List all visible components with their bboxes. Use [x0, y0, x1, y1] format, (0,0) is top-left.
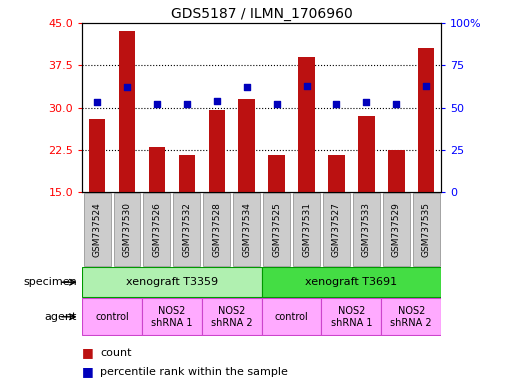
Bar	[262, 298, 322, 335]
Title: GDS5187 / ILMN_1706960: GDS5187 / ILMN_1706960	[171, 7, 352, 21]
Bar	[322, 298, 381, 335]
FancyBboxPatch shape	[383, 193, 410, 266]
Point	[422, 83, 430, 89]
FancyBboxPatch shape	[144, 193, 170, 266]
Text: GSM737529: GSM737529	[392, 202, 401, 257]
Text: NOS2
shRNA 2: NOS2 shRNA 2	[211, 306, 252, 328]
FancyBboxPatch shape	[84, 193, 110, 266]
Bar	[82, 268, 262, 297]
Point	[332, 101, 341, 107]
Text: NOS2
shRNA 1: NOS2 shRNA 1	[151, 306, 192, 328]
Bar	[262, 268, 441, 297]
FancyBboxPatch shape	[113, 193, 141, 266]
Point	[272, 101, 281, 107]
Text: GSM737531: GSM737531	[302, 202, 311, 257]
Point	[153, 101, 161, 107]
Text: GSM737527: GSM737527	[332, 202, 341, 257]
Text: GSM737528: GSM737528	[212, 202, 221, 257]
Point	[243, 84, 251, 90]
Bar	[142, 298, 202, 335]
Text: GSM737524: GSM737524	[92, 202, 102, 257]
Bar	[119, 31, 135, 192]
Bar	[82, 298, 142, 335]
Point	[302, 83, 310, 89]
Text: NOS2
shRNA 2: NOS2 shRNA 2	[390, 306, 432, 328]
Text: GSM737526: GSM737526	[152, 202, 162, 257]
Point	[392, 101, 400, 107]
Text: GSM737534: GSM737534	[242, 202, 251, 257]
Bar	[89, 119, 105, 192]
Point	[93, 99, 101, 106]
Bar	[298, 57, 315, 192]
Text: ■: ■	[82, 346, 94, 359]
Point	[183, 101, 191, 107]
FancyBboxPatch shape	[323, 193, 350, 266]
FancyBboxPatch shape	[413, 193, 440, 266]
Bar	[418, 48, 435, 192]
Point	[212, 98, 221, 104]
Text: control: control	[95, 312, 129, 322]
Text: count: count	[100, 348, 131, 358]
FancyBboxPatch shape	[353, 193, 380, 266]
Bar	[202, 298, 262, 335]
Text: xenograft T3359: xenograft T3359	[126, 277, 218, 287]
Text: NOS2
shRNA 1: NOS2 shRNA 1	[331, 306, 372, 328]
Bar	[149, 147, 165, 192]
FancyBboxPatch shape	[233, 193, 260, 266]
Bar	[179, 156, 195, 192]
Text: GSM737532: GSM737532	[182, 202, 191, 257]
Text: GSM737530: GSM737530	[123, 202, 131, 257]
Bar	[328, 156, 345, 192]
Text: xenograft T3691: xenograft T3691	[305, 277, 398, 287]
FancyBboxPatch shape	[293, 193, 320, 266]
Text: specimen: specimen	[23, 277, 77, 287]
Text: GSM737535: GSM737535	[422, 202, 431, 257]
Text: ■: ■	[82, 365, 94, 378]
Bar	[239, 99, 255, 192]
Bar	[388, 150, 405, 192]
FancyBboxPatch shape	[263, 193, 290, 266]
Bar	[268, 156, 285, 192]
Bar	[208, 110, 225, 192]
Point	[362, 99, 370, 106]
Bar	[358, 116, 374, 192]
Text: control: control	[274, 312, 308, 322]
Text: GSM737525: GSM737525	[272, 202, 281, 257]
Text: agent: agent	[45, 312, 77, 322]
Bar	[381, 298, 441, 335]
Point	[123, 84, 131, 90]
FancyBboxPatch shape	[173, 193, 200, 266]
Text: percentile rank within the sample: percentile rank within the sample	[100, 367, 288, 377]
Text: GSM737533: GSM737533	[362, 202, 371, 257]
FancyBboxPatch shape	[203, 193, 230, 266]
